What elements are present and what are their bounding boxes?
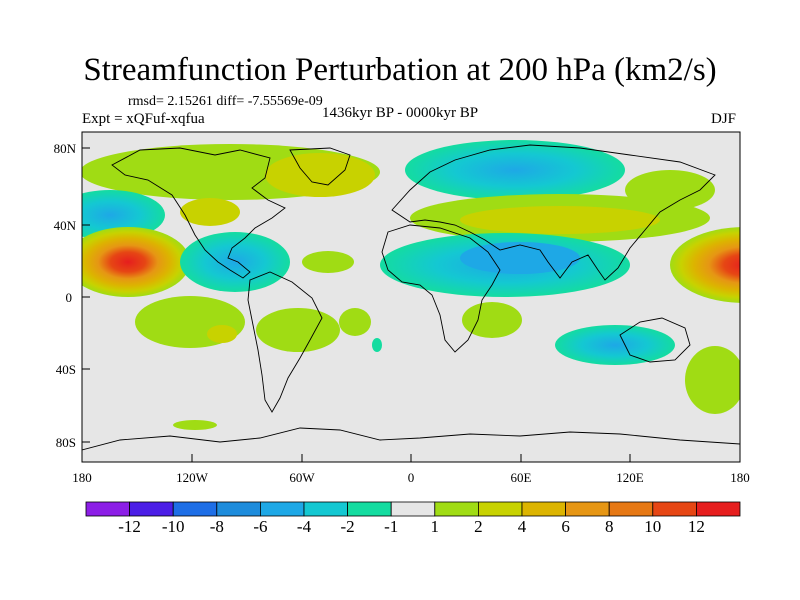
colorbar-box [303,501,348,517]
contour-spac-green [685,346,740,414]
colorbar-box [521,501,566,517]
lat-label-80n: 80N [54,141,77,156]
lat-label-80s: 80S [56,435,76,450]
contour-safrica-green [462,302,522,338]
colorbar-box [434,501,479,517]
colorbar-box [216,501,261,517]
contour-sio-blue [555,325,675,365]
contour-sam-green [256,308,340,352]
contour-atl-yellow [265,153,375,197]
contour-camerica-blue [180,232,290,292]
contour-tropics-core [460,242,580,274]
lon-label-180e: 180 [730,470,750,485]
coastlines [82,144,740,451]
coastline-australia [619,317,691,363]
contour-sep-yellow [207,325,237,343]
colorbar-box [477,501,523,517]
lon-label-60w: 60W [289,470,315,485]
colorbar-box [172,501,218,517]
contour-satl-dot [372,338,382,352]
lat-label-40n: 40N [54,218,77,233]
lon-label-180w: 180 [72,470,92,485]
contour-blob-atl [302,251,354,273]
contour-field [82,140,740,430]
colorbar-label: -4 [297,517,312,536]
colorbar-label: 8 [605,517,614,536]
contour-satl-green [339,308,371,336]
season-label: DJF [711,111,737,127]
coastline-eurasia [391,144,716,281]
colorbar-label: -10 [162,517,185,536]
lon-label-60e: 60E [511,470,532,485]
colorbar-box [696,501,741,517]
contour-npac-yellow [180,198,240,226]
coastline-south-america [247,271,323,413]
map-title: Streamfunction Perturbation at 200 hPa (… [83,52,717,88]
contour-eurasia-blue [405,140,625,200]
coastline-greenland [289,147,351,186]
experiment-label: Expt = xQFuf-xqfua [82,111,205,127]
colorbar-box [129,501,174,517]
colorbar-label: 10 [644,517,661,536]
colorbar-box [347,501,392,517]
contour-epac-red [82,227,190,297]
lat-label-40s: 40S [56,362,76,377]
contour-wpac-red [670,227,740,303]
lon-label-120e: 120E [616,470,644,485]
contour-np-green [625,170,715,210]
coastline-africa [381,224,501,353]
coastline-north-america [111,147,286,279]
contour-asia-yellow [460,206,660,234]
coastline-antarctica [82,427,740,451]
colorbar-label: -6 [253,517,267,536]
colorbar-label: -12 [118,517,141,536]
colorbar-label: 4 [518,517,527,536]
period-label: 1436kyr BP - 0000kyr BP [322,105,479,121]
lon-label-0: 0 [408,470,415,485]
contour-so-green [173,420,217,430]
colorbar-box [565,501,610,517]
colorbar-box [608,501,654,517]
colorbar-box [259,501,305,517]
colorbar-label: -8 [210,517,224,536]
contour-npac-blue [82,190,165,240]
colorbar-label: -2 [341,517,355,536]
colorbar-label: 2 [474,517,483,536]
colorbar-label: 6 [561,517,570,536]
colorbar-label: -1 [384,517,398,536]
colorbar-box [652,501,697,517]
axis-ticks [81,147,741,462]
lat-label-0: 0 [66,290,73,305]
colorbar-box [390,501,436,517]
colorbar-label: 12 [688,517,705,536]
stats-label: rmsd= 2.15261 diff= -7.55569e-09 [128,94,323,109]
colorbar: -12 -10 -8 -6 -4 -2 -1 1 2 4 6 8 10 12 [85,501,741,536]
colorbar-label: 1 [431,517,440,536]
lon-label-120w: 120W [176,470,209,485]
colorbar-box [85,501,130,517]
